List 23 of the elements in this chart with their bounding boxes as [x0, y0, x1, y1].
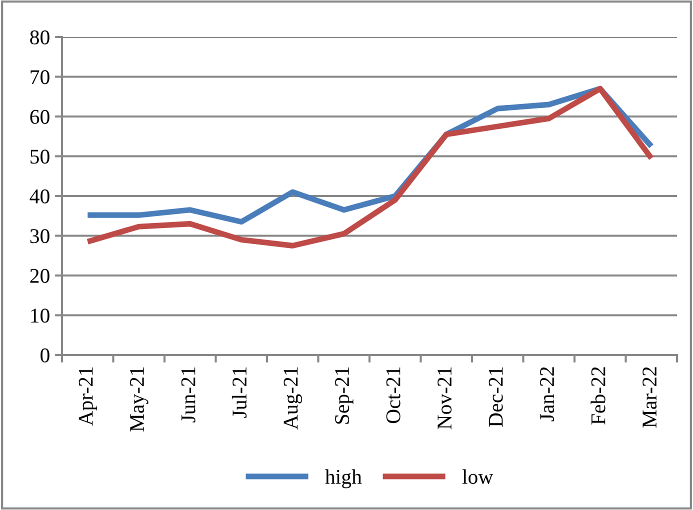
x-tick-label: Oct-21 [386, 367, 400, 424]
x-tick-label: Jun-21 [181, 367, 196, 422]
x-tick-label: Dec-21 [488, 367, 503, 427]
x-tick-label: Jan-22 [540, 367, 554, 422]
y-tick-label: 80 [30, 30, 50, 44]
x-tick-label: May-21 [130, 367, 148, 432]
y-tick-label: 60 [30, 110, 50, 124]
x-tick-label: Aug-21 [284, 367, 302, 430]
y-tick-label: 10 [31, 308, 50, 323]
x-tick-label: Nov-21 [438, 367, 452, 430]
x-tick-label: Sep-21 [335, 367, 354, 424]
x-tick-label: Feb-22 [590, 367, 606, 425]
y-tick-label: 30 [30, 229, 50, 244]
y-tick-label: 70 [30, 70, 50, 84]
y-tick-label: 20 [30, 268, 50, 283]
y-tick-label: 50 [30, 150, 50, 164]
legend-label: high [325, 469, 362, 488]
x-tick-label: Jul-21 [232, 367, 247, 418]
y-tick-label: 0 [40, 348, 50, 362]
legend-label: low [462, 469, 494, 484]
x-tick-label: Mar-22 [642, 367, 657, 428]
x-tick-label: Apr-21 [78, 367, 98, 426]
y-tick-label: 40 [30, 189, 50, 204]
